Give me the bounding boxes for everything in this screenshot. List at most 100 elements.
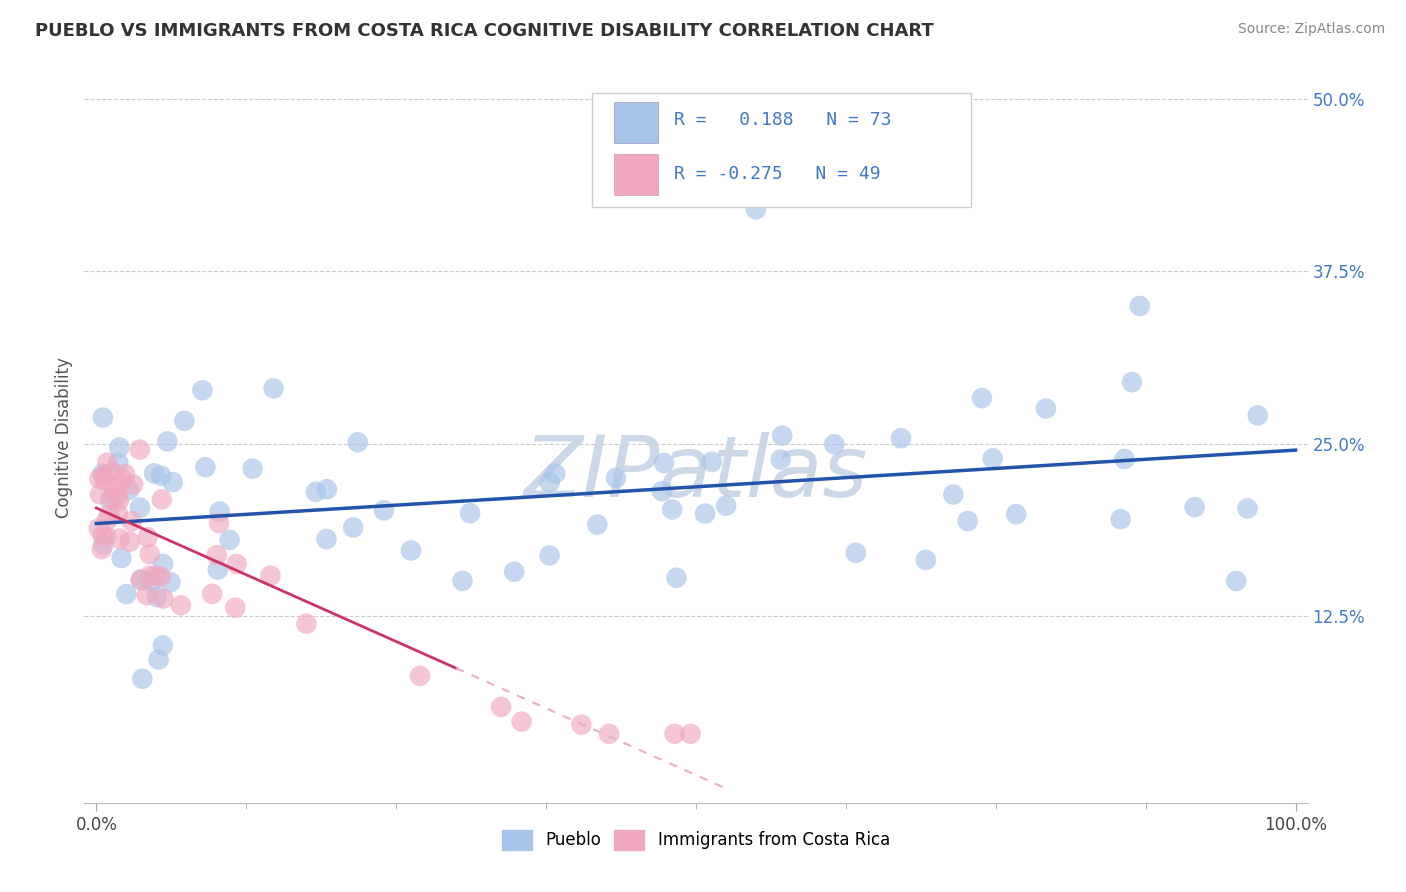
FancyBboxPatch shape	[614, 154, 658, 194]
Point	[305, 484, 328, 499]
Point	[956, 514, 979, 528]
Point	[159, 575, 181, 590]
Point	[458, 506, 481, 520]
Point	[107, 456, 129, 470]
Point	[679, 727, 702, 741]
Point	[156, 434, 179, 449]
Point	[914, 553, 936, 567]
Point	[342, 520, 364, 534]
Point	[143, 467, 166, 481]
Text: PUEBLO VS IMMIGRANTS FROM COSTA RICA COGNITIVE DISABILITY CORRELATION CHART: PUEBLO VS IMMIGRANTS FROM COSTA RICA COG…	[35, 22, 934, 40]
Point	[101, 491, 124, 505]
Point	[94, 529, 117, 543]
Point	[115, 587, 138, 601]
Point	[409, 669, 432, 683]
Point	[108, 532, 131, 546]
Point	[693, 507, 716, 521]
Point	[769, 452, 792, 467]
Point	[91, 467, 114, 481]
Point	[316, 482, 339, 496]
Point	[544, 467, 567, 481]
Point	[1114, 452, 1136, 467]
Point	[108, 493, 131, 508]
Point	[373, 503, 395, 517]
Point	[89, 487, 111, 501]
Point	[91, 410, 114, 425]
Point	[152, 591, 174, 606]
Point	[569, 717, 592, 731]
Point	[346, 435, 368, 450]
Point	[146, 590, 169, 604]
Point	[89, 472, 111, 486]
Point	[108, 441, 131, 455]
Point	[1109, 512, 1132, 526]
FancyBboxPatch shape	[592, 94, 972, 207]
Point	[823, 437, 845, 451]
Point	[652, 456, 675, 470]
Point	[152, 639, 174, 653]
Point	[664, 727, 686, 741]
Point	[149, 570, 172, 584]
Point	[201, 587, 224, 601]
Point	[1225, 574, 1247, 588]
Point	[152, 557, 174, 571]
FancyBboxPatch shape	[614, 103, 658, 143]
Point	[598, 727, 620, 741]
Point	[118, 534, 141, 549]
Point	[131, 672, 153, 686]
Point	[503, 565, 526, 579]
Point	[191, 384, 214, 398]
Point	[162, 475, 184, 490]
Point	[399, 543, 422, 558]
Point	[538, 549, 561, 563]
Point	[770, 428, 793, 442]
Point	[121, 514, 143, 528]
Point	[91, 528, 114, 542]
Point	[128, 442, 150, 457]
Point	[586, 517, 609, 532]
Point	[1035, 401, 1057, 416]
Point	[118, 483, 141, 497]
Point	[661, 502, 683, 516]
Point	[845, 546, 868, 560]
Point	[122, 477, 145, 491]
Point	[98, 492, 121, 507]
Text: R =   0.188   N = 73: R = 0.188 N = 73	[673, 112, 891, 129]
Point	[1121, 375, 1143, 389]
Point	[150, 468, 173, 483]
Point	[194, 460, 217, 475]
Point	[1005, 507, 1028, 521]
Point	[110, 551, 132, 566]
Point	[173, 414, 195, 428]
Point	[136, 530, 159, 544]
Point	[141, 574, 163, 589]
Point	[111, 472, 134, 486]
Point	[93, 474, 115, 488]
Point	[242, 461, 264, 475]
Point	[205, 548, 228, 562]
Point	[315, 532, 337, 546]
Point	[87, 521, 110, 535]
Point	[114, 467, 136, 482]
Point	[139, 568, 162, 582]
Point	[98, 508, 121, 522]
Point	[295, 616, 318, 631]
Point	[1129, 299, 1152, 313]
Point	[93, 468, 115, 483]
Point	[107, 478, 129, 492]
Point	[207, 563, 229, 577]
Point	[135, 588, 157, 602]
Point	[90, 542, 112, 557]
Point	[104, 482, 127, 496]
Point	[665, 571, 688, 585]
Point	[93, 537, 115, 551]
Text: R = -0.275   N = 49: R = -0.275 N = 49	[673, 165, 880, 184]
Point	[148, 652, 170, 666]
Text: ZIPatlas: ZIPatlas	[524, 432, 868, 516]
Point	[700, 455, 723, 469]
Point	[170, 599, 193, 613]
Point	[942, 487, 965, 501]
Point	[651, 484, 673, 499]
Point	[150, 492, 173, 507]
Point	[139, 547, 162, 561]
